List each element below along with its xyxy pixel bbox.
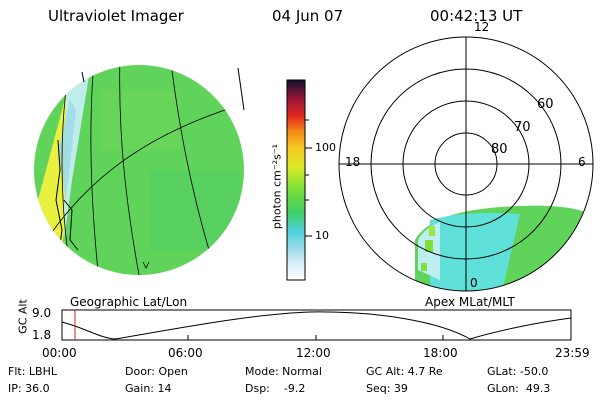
lat-label-80: 80 bbox=[491, 142, 508, 157]
time-tick-2359: 23:59 bbox=[555, 346, 590, 360]
mlt-label-18: 18 bbox=[345, 155, 361, 169]
time-tick-0600: 06:00 bbox=[168, 346, 203, 360]
altitude-tick-low: 1.8 bbox=[32, 328, 52, 342]
filter-readout: Flt: LBHL bbox=[8, 365, 57, 378]
dsp-readout: Dsp: -9.2 bbox=[245, 382, 306, 395]
apex-panel-label: Apex MLat/MLT bbox=[425, 295, 515, 309]
time-tick-1200: 12:00 bbox=[296, 346, 331, 360]
mode-readout: Mode: Normal bbox=[245, 365, 322, 378]
colorbar bbox=[286, 79, 312, 281]
lat-label-60: 60 bbox=[537, 97, 554, 112]
mlt-label-6: 6 bbox=[578, 155, 586, 169]
door-readout: Door: Open bbox=[125, 365, 188, 378]
seq-readout: Seq: 39 bbox=[366, 382, 408, 395]
glon-readout: GLon: 49.3 bbox=[487, 382, 551, 395]
time-tick-1800: 18:00 bbox=[423, 346, 458, 360]
colorbar-tick-10: 10 bbox=[315, 229, 329, 242]
gc-alt-readout: GC Alt: 4.7 Re bbox=[366, 365, 443, 378]
date-label: 04 Jun 07 bbox=[272, 7, 344, 25]
gain-readout: Gain: 14 bbox=[125, 382, 172, 395]
time-label: 00:42:13 UT bbox=[430, 7, 523, 25]
glat-readout: GLat: -50.0 bbox=[487, 365, 549, 378]
altitude-axis-label: GC Alt bbox=[16, 299, 30, 334]
ip-readout: IP: 36.0 bbox=[8, 382, 50, 395]
instrument-title: Ultraviolet Imager bbox=[48, 7, 184, 25]
mlt-label-0: 0 bbox=[470, 276, 478, 290]
geographic-panel-label: Geographic Lat/Lon bbox=[70, 295, 188, 309]
time-tick-0000: 00:00 bbox=[42, 346, 77, 360]
lat-label-70: 70 bbox=[514, 120, 531, 135]
altitude-tick-high: 9.0 bbox=[32, 306, 52, 320]
colorbar-tick-100: 100 bbox=[315, 141, 336, 154]
mlt-label-12: 12 bbox=[474, 20, 490, 34]
